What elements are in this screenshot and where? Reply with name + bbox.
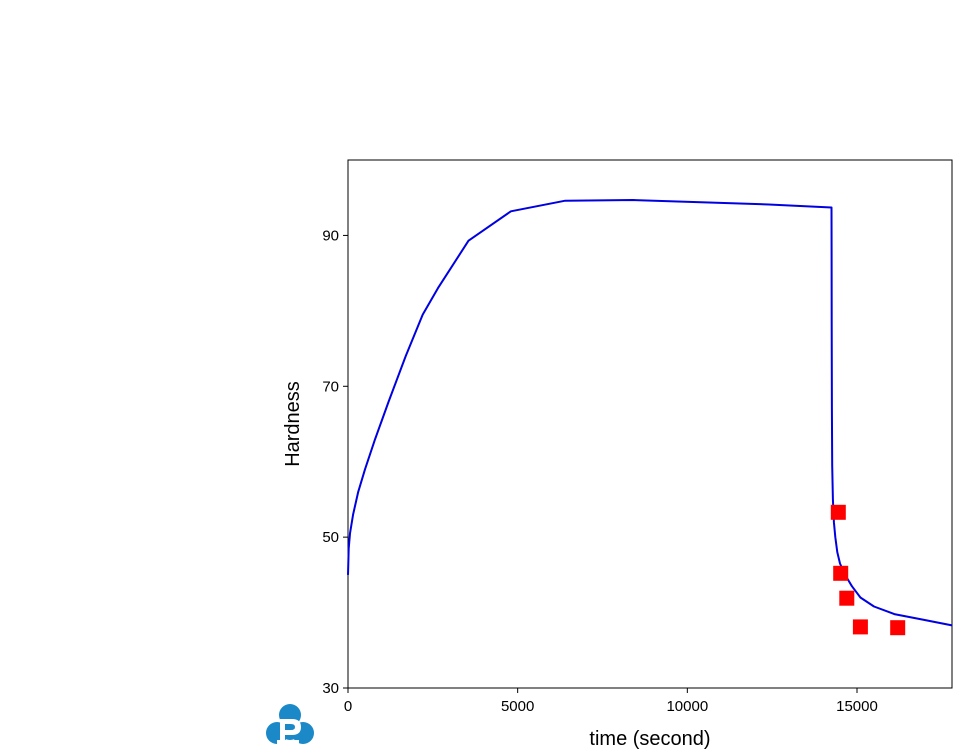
y-tick-label: 30: [322, 680, 339, 697]
x-tick-label: 5000: [501, 698, 534, 715]
x-axis-title: time (second): [589, 728, 710, 750]
y-tick-label: 70: [322, 378, 339, 395]
measured-point-marker: [852, 619, 868, 635]
plot-area: [347, 159, 953, 689]
x-tick-label: 15000: [836, 698, 878, 715]
x-tick-label: 0: [344, 698, 352, 715]
x-tick-label: 10000: [666, 698, 708, 715]
y-axis-ticks: 30 50 70 90: [322, 227, 348, 697]
measured-point-marker: [839, 590, 855, 606]
y-tick-label: 90: [322, 227, 339, 244]
series-layer: [347, 199, 953, 636]
measured-point-marker: [890, 620, 906, 636]
p-logo-icon: [266, 704, 314, 744]
y-tick-label: 50: [322, 529, 339, 546]
x-axis-ticks: 0 5000 10000 15000: [344, 688, 878, 715]
measured-point-marker: [830, 504, 846, 520]
y-axis-title: Hardness: [282, 381, 304, 467]
hardness-model-line: [347, 199, 953, 627]
measured-point-marker: [833, 565, 849, 581]
